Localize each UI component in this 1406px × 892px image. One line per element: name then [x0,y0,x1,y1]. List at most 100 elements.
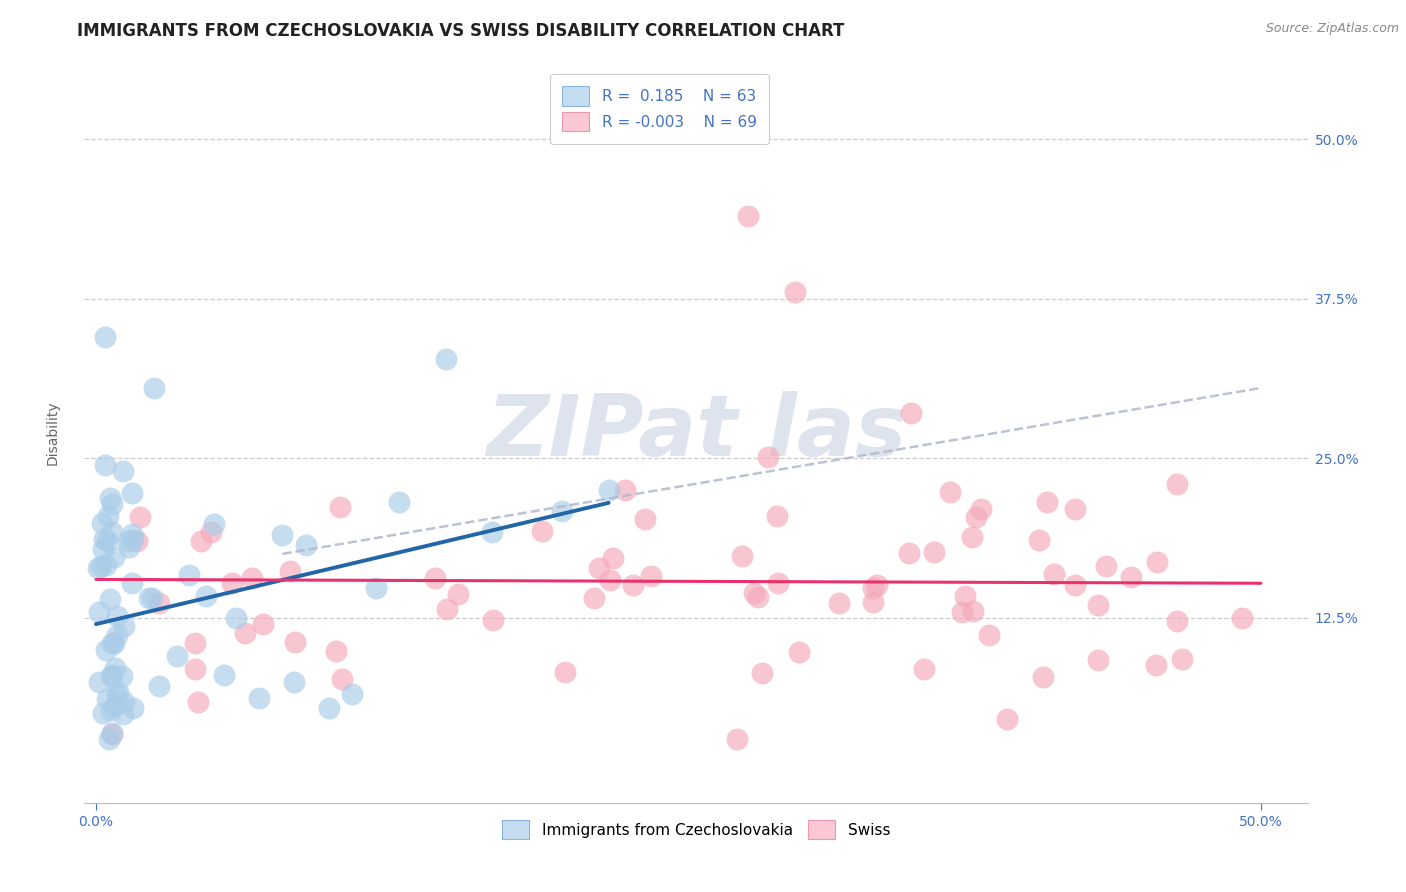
Point [98,591,121,606]
Point [862,581,884,595]
Point [388,495,411,509]
Text: ZIPat las: ZIPat las [486,391,905,475]
Point [1035,495,1057,509]
Point [828,596,851,610]
Point [111,706,134,721]
Point [912,662,935,676]
Point [1146,555,1168,569]
Point [233,625,256,640]
Point [922,545,945,559]
Point [121,527,143,541]
Point [965,510,987,524]
Point [252,616,274,631]
Point [1094,558,1116,573]
Point [87,675,110,690]
Point [100,669,122,683]
Point [977,628,1000,642]
Point [1166,614,1188,628]
Point [195,589,218,603]
Point [583,591,606,605]
Point [554,665,576,680]
Point [434,351,457,366]
Point [104,661,127,675]
Point [436,601,458,615]
Y-axis label: Disability: Disability [46,401,60,465]
Point [94,458,117,472]
Point [995,712,1018,726]
Point [1087,653,1109,667]
Point [91,706,114,721]
Point [866,578,889,592]
Point [148,679,170,693]
Point [121,575,143,590]
Point [93,533,115,547]
Point [423,571,446,585]
Point [118,541,141,555]
Point [121,486,143,500]
Point [294,537,316,551]
Point [640,569,662,583]
Point [1230,611,1253,625]
Point [1119,570,1142,584]
Point [143,381,166,395]
Point [90,516,112,531]
Point [122,701,145,715]
Point [94,330,117,344]
Point [240,571,263,585]
Point [756,450,779,465]
Point [96,533,118,548]
Point [247,691,270,706]
Point [898,546,921,560]
Point [105,628,128,642]
Point [364,581,387,595]
Point [481,525,503,540]
Point [179,568,201,582]
Point [97,731,120,746]
Point [283,674,305,689]
Point [121,533,143,548]
Point [112,619,135,633]
Point [225,610,247,624]
Point [184,636,207,650]
Point [94,643,117,657]
Point [742,585,765,599]
Point [1063,578,1085,592]
Point [100,525,122,540]
Point [598,483,620,498]
Point [1028,533,1050,548]
Legend: Immigrants from Czechoslovakia, Swiss: Immigrants from Czechoslovakia, Swiss [494,812,898,847]
Point [284,634,307,648]
Point [212,668,235,682]
Point [271,528,294,542]
Point [117,534,139,549]
Point [1032,670,1054,684]
Point [104,698,127,712]
Point [731,549,754,564]
Point [187,695,209,709]
Point [91,542,114,557]
Point [1087,599,1109,613]
Point [96,558,118,572]
Point [1063,502,1085,516]
Point [96,691,118,706]
Point [325,644,347,658]
Point [900,407,922,421]
Point [90,559,112,574]
Point [602,551,624,566]
Point [183,662,205,676]
Point [103,636,125,650]
Point [100,497,122,511]
Point [1166,477,1188,491]
Point [725,731,748,746]
Point [599,573,621,587]
Point [613,483,636,498]
Point [747,590,769,604]
Point [318,701,340,715]
Point [89,605,111,619]
Point [621,578,644,592]
Point [138,591,160,605]
Point [1171,652,1194,666]
Point [148,596,170,610]
Point [204,516,226,531]
Point [862,595,884,609]
